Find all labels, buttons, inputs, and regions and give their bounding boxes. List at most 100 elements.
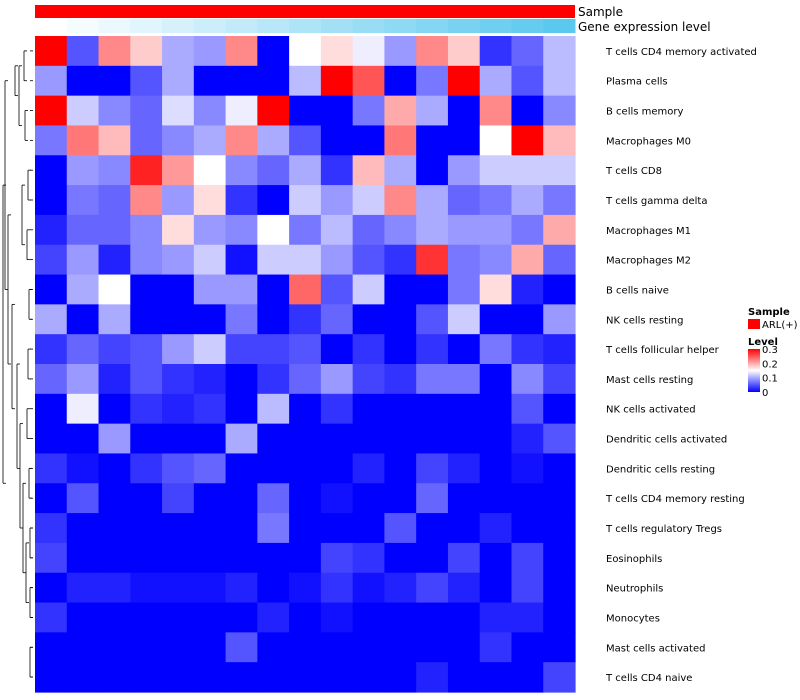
heatmap-cell [130, 185, 163, 216]
heatmap-cell [479, 632, 513, 663]
heatmap-cell [416, 65, 449, 97]
heatmap-cell [352, 244, 386, 276]
heatmap-cell [225, 542, 258, 574]
heatmap-cell [320, 274, 354, 305]
heatmap-cell [447, 423, 481, 455]
expression-annotation-cell [35, 19, 68, 33]
legend: Sample ARL(+) Level 0.3 0.2 0.1 0 [748, 307, 798, 399]
heatmap-cell [416, 125, 449, 156]
heatmap-cell [479, 214, 513, 246]
heatmap-cell [35, 453, 68, 484]
heatmap-cell [416, 334, 449, 365]
heatmap-cell [35, 65, 68, 97]
heatmap-cell [66, 125, 100, 156]
heatmap-cell [384, 453, 417, 484]
heatmap-cell [193, 304, 227, 335]
heatmap-cell [543, 36, 576, 67]
heatmap-cell [543, 244, 576, 276]
heatmap-cell [479, 244, 513, 276]
heatmap-cell [447, 632, 481, 663]
heatmap-cell [257, 214, 290, 246]
heatmap-cell [162, 214, 195, 246]
heatmap-cell [98, 483, 131, 514]
heatmap-cell [66, 483, 100, 514]
heatmap-cell [98, 125, 131, 156]
heatmap-cell [479, 364, 513, 395]
heatmap-cell [543, 513, 576, 544]
heatmap-cell [257, 393, 290, 425]
heatmap-cell [352, 95, 386, 127]
heatmap-cell [98, 95, 131, 127]
heatmap-cell [352, 602, 386, 633]
heatmap-cell [162, 304, 195, 335]
heatmap-cell [543, 334, 576, 365]
heatmap-cell [289, 125, 322, 156]
heatmap-cell [447, 542, 481, 574]
row-label: Mast cells activated [606, 643, 705, 654]
row-label: Neutrophils [606, 584, 663, 595]
heatmap-cell [98, 304, 131, 335]
row-label: T cells follicular helper [605, 345, 720, 356]
heatmap-cell [447, 304, 481, 335]
heatmap-cell [257, 95, 290, 127]
row-label: B cells memory [606, 107, 683, 118]
heatmap-cell [66, 214, 100, 246]
heatmap-cell [66, 95, 100, 127]
heatmap-cell [257, 542, 290, 574]
heatmap-cell [511, 662, 544, 693]
heatmap-cell [289, 542, 322, 574]
heatmap-cell [320, 393, 354, 425]
heatmap-cell [384, 155, 417, 186]
heatmap-cell [320, 513, 354, 544]
heatmap-cell [289, 662, 322, 693]
heatmap-cell [66, 602, 100, 633]
legend-level-title: Level [748, 337, 778, 348]
heatmap-cell [193, 423, 227, 455]
heatmap-cell [511, 244, 544, 276]
heatmap-cell [479, 662, 513, 693]
heatmap-cell [479, 304, 513, 335]
sample-annotation-bar [35, 5, 575, 18]
heatmap-cell [162, 125, 195, 156]
heatmap-cell [225, 274, 258, 305]
heatmap-cell [543, 572, 576, 604]
heatmap-cell [543, 185, 576, 216]
heatmap-cell [479, 274, 513, 305]
heatmap-cell [225, 632, 258, 663]
heatmap-cell [352, 274, 386, 305]
heatmap-cell [130, 95, 163, 127]
heatmap-cell [225, 155, 258, 186]
heatmap-cell [257, 304, 290, 335]
row-label: Macrophages M2 [606, 256, 691, 267]
heatmap-cell [193, 662, 227, 693]
heatmap-cell [162, 662, 195, 693]
heatmap-cell [416, 274, 449, 305]
heatmap-cell [416, 364, 449, 395]
heatmap-cell [130, 453, 163, 484]
heatmap-cell [162, 393, 195, 425]
heatmap-cell [289, 632, 322, 663]
row-label: T cells regulatory Tregs [605, 524, 722, 535]
heatmap-cell [98, 214, 131, 246]
heatmap-cell [447, 393, 481, 425]
heatmap-cell [447, 274, 481, 305]
heatmap-cell [416, 572, 449, 604]
heatmap-cell [543, 304, 576, 335]
heatmap-cell [511, 304, 544, 335]
heatmap-cell [225, 423, 258, 455]
heatmap-cell [289, 513, 322, 544]
row-label: T cells gamma delta [605, 196, 707, 207]
heatmap-cell [543, 364, 576, 395]
heatmap-cell [511, 95, 544, 127]
heatmap-cell [447, 95, 481, 127]
heatmap-cell [66, 572, 100, 604]
heatmap-cell [352, 662, 386, 693]
heatmap-cell [289, 65, 322, 97]
heatmap-cell [384, 632, 417, 663]
heatmap-cell [384, 483, 417, 514]
heatmap-cell [384, 274, 417, 305]
heatmap-cell [130, 364, 163, 395]
heatmap-cell [320, 304, 354, 335]
expression-annotation-cell [193, 19, 227, 33]
